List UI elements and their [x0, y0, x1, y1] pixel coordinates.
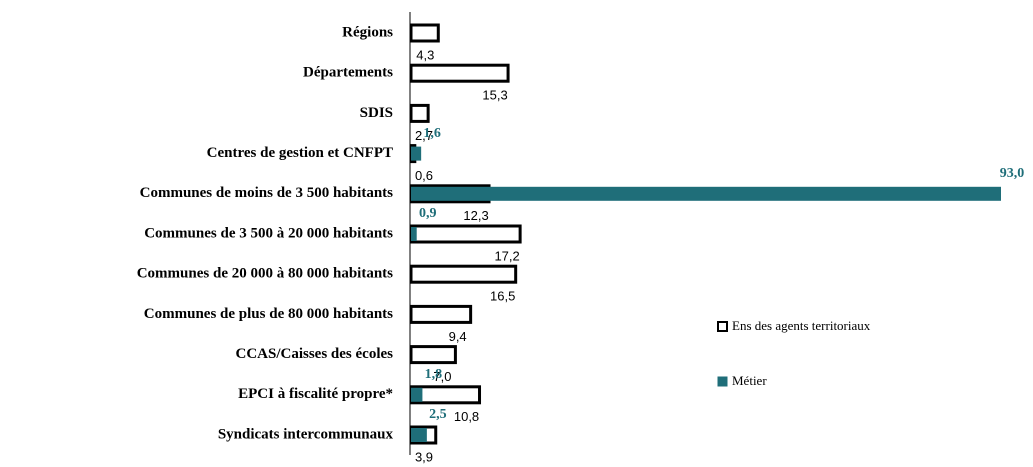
value-label: 0,6: [415, 168, 433, 183]
value-label: 9,4: [449, 329, 467, 344]
value-label: 2,7: [415, 128, 433, 143]
value-label: 15,3: [482, 88, 507, 103]
bar: [411, 186, 1001, 201]
legend-label: Métier: [732, 373, 767, 388]
value-label: 16,5: [490, 289, 515, 304]
value-label: 4,3: [416, 47, 434, 62]
value-label: 3,9: [415, 449, 433, 464]
category-label: EPCI à fiscalité propre*: [238, 386, 393, 402]
bar: [409, 23, 440, 43]
bar: [411, 387, 423, 402]
legend-swatch: [717, 321, 728, 332]
bar: [409, 103, 430, 123]
legend-label: Ens des agents territoriaux: [732, 318, 871, 333]
value-label: 17,2: [494, 248, 519, 263]
bar: [409, 63, 510, 83]
bar: [411, 428, 427, 442]
value-label: 93,0: [1000, 166, 1025, 181]
category-label: Départements: [303, 65, 393, 81]
category-label: Communes de plus de 80 000 habitants: [144, 306, 393, 322]
bar: [409, 224, 522, 244]
bar: [409, 264, 518, 284]
value-label: 7,0: [433, 369, 451, 384]
bar: [411, 146, 422, 161]
category-label: Communes de 20 000 à 80 000 habitants: [137, 266, 393, 282]
legend-swatch: [717, 376, 728, 387]
value-label: 1,8: [425, 367, 443, 382]
bar: [409, 345, 457, 365]
value-label: 12,3: [463, 208, 488, 223]
value-label: 10,8: [454, 409, 479, 424]
value-label: 1,6: [423, 126, 441, 141]
category-label: SDIS: [360, 105, 393, 121]
category-label: Syndicats intercommunaux: [218, 426, 394, 442]
value-label: 0,9: [419, 206, 437, 221]
bar: [409, 304, 473, 324]
category-label: Régions: [342, 24, 393, 40]
category-label: Communes de 3 500 à 20 000 habitants: [144, 225, 393, 241]
category-label: Communes de moins de 3 500 habitants: [140, 185, 394, 201]
category-label: CCAS/Caisses des écoles: [236, 346, 394, 362]
category-label: Centres de gestion et CNFPT: [207, 145, 393, 161]
bar: [411, 227, 417, 241]
value-label: 2,5: [429, 407, 447, 422]
